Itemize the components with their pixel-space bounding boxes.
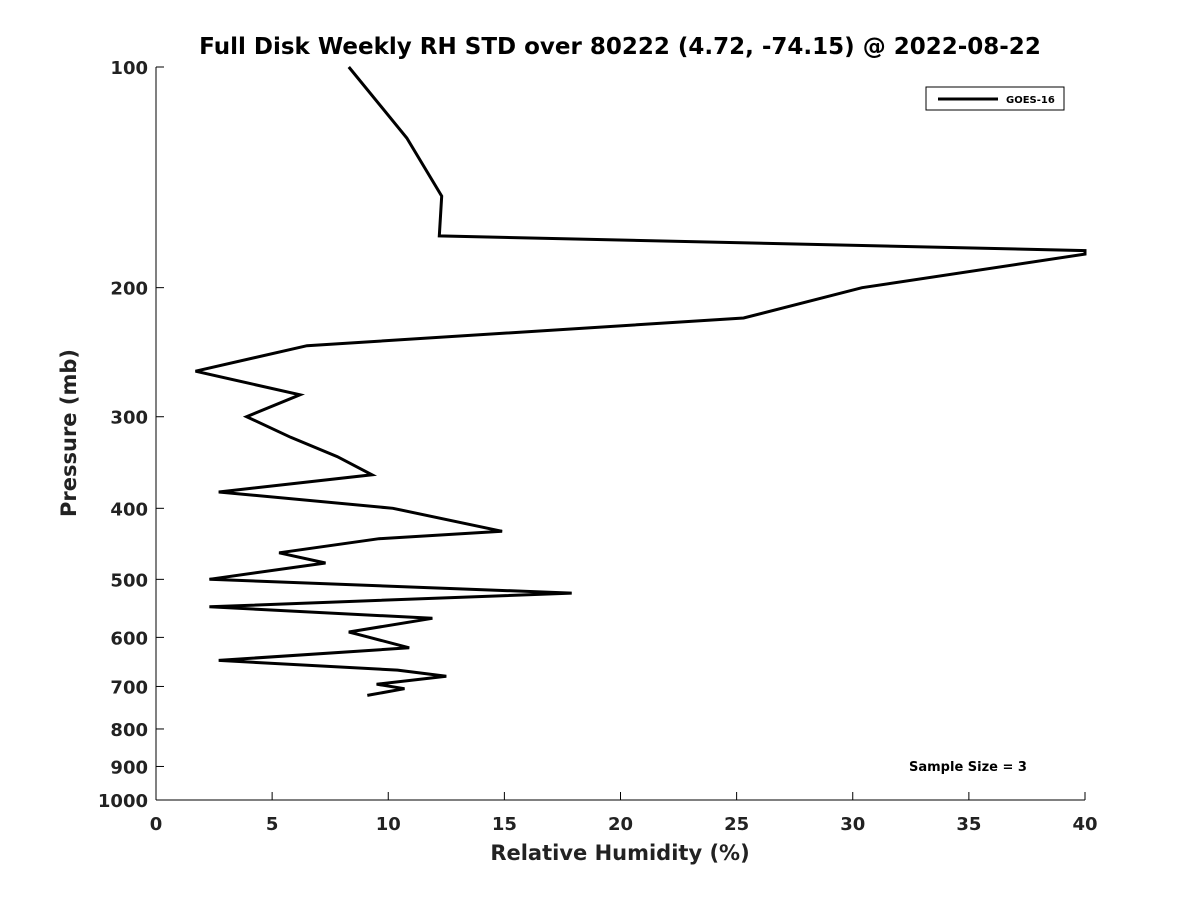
x-tick-label: 25 bbox=[724, 814, 749, 835]
y-tick-label: 1000 bbox=[98, 791, 148, 812]
x-tick-label: 20 bbox=[608, 814, 633, 835]
y-tick-label: 100 bbox=[110, 58, 148, 79]
y-tick-label: 900 bbox=[110, 757, 148, 778]
x-axis-label: Relative Humidity (%) bbox=[490, 841, 749, 865]
y-tick-label: 700 bbox=[110, 677, 148, 698]
y-tick-label: 800 bbox=[110, 720, 148, 741]
y-tick-label: 400 bbox=[110, 499, 148, 520]
y-axis-label: Pressure (mb) bbox=[57, 349, 81, 517]
x-tick-label: 30 bbox=[840, 814, 865, 835]
y-tick-label: 300 bbox=[110, 408, 148, 429]
x-tick-label: 5 bbox=[266, 814, 279, 835]
x-tick-label: 0 bbox=[150, 814, 163, 835]
y-ticks: 100 200 300 400 500 600 700 800 900 1000 bbox=[98, 58, 164, 812]
x-tick-label: 35 bbox=[956, 814, 981, 835]
axes bbox=[155, 67, 1085, 801]
chart-title: Full Disk Weekly RH STD over 80222 (4.72… bbox=[199, 34, 1041, 60]
series-line-goes-16 bbox=[195, 66, 1087, 697]
x-tick-label: 15 bbox=[492, 814, 517, 835]
x-tick-label: 10 bbox=[376, 814, 401, 835]
y-tick-label: 200 bbox=[110, 279, 148, 300]
legend: GOES-16 bbox=[925, 86, 1065, 111]
sample-size-annotation: Sample Size = 3 bbox=[909, 760, 1027, 775]
legend-entry-goes-16: GOES-16 bbox=[1006, 95, 1055, 106]
x-tick-label: 40 bbox=[1072, 814, 1097, 835]
y-tick-label: 500 bbox=[110, 570, 148, 591]
x-ticks: 0 5 10 15 20 25 30 35 40 bbox=[150, 792, 1098, 835]
y-tick-label: 600 bbox=[110, 628, 148, 649]
